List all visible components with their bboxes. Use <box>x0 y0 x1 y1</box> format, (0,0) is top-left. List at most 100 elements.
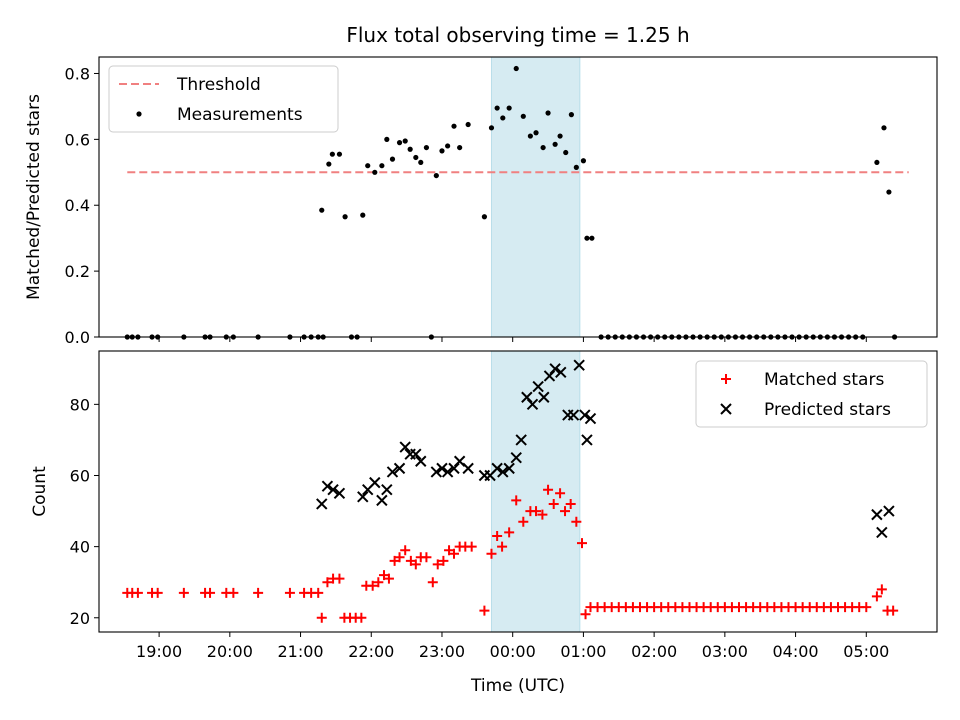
data-point <box>439 148 445 154</box>
data-point <box>423 144 430 151</box>
predicted-point <box>410 448 422 460</box>
predicted-point <box>357 491 369 503</box>
matched-point <box>152 587 163 598</box>
predicted-point <box>369 476 381 489</box>
matched-point <box>132 587 143 598</box>
x-tick-label: 20:00 <box>207 642 253 661</box>
predicted-point <box>316 498 328 510</box>
y-tick-label: 0.8 <box>65 64 90 83</box>
y-tick-label: 60 <box>70 466 90 485</box>
predicted-point <box>526 398 539 411</box>
series-matched-stars <box>122 484 899 623</box>
data-point <box>407 146 413 152</box>
top-legend: Threshold Measurements <box>108 65 339 133</box>
x-tick-label: 21:00 <box>277 642 323 661</box>
predicted-point <box>871 508 883 521</box>
top-y-axis-label: Matched/Predicted stars <box>24 94 44 300</box>
top-panel: 0.0 0.2 0.4 0.6 0.8 Flux total observing tim… <box>24 23 938 347</box>
bottom-x-axis: 19:00 20:00 21:00 22:00 23:00 00:00 01:00 02:00… <box>136 632 889 661</box>
matched-point <box>410 559 421 570</box>
x-tick-label: 05:00 <box>843 642 889 661</box>
matched-point <box>334 573 345 584</box>
matched-point <box>548 498 559 509</box>
data-point <box>384 136 390 142</box>
data-point <box>886 189 892 195</box>
data-point <box>481 214 488 220</box>
data-point <box>573 164 579 170</box>
matched-point <box>518 516 529 527</box>
predicted-point <box>491 462 503 475</box>
data-point <box>336 151 343 157</box>
predicted-point <box>515 434 527 446</box>
matched-point <box>511 495 522 506</box>
data-point <box>881 125 887 131</box>
matched-point <box>576 538 587 549</box>
predicted-point <box>333 487 346 499</box>
x-tick-label: 02:00 <box>631 642 677 661</box>
matched-point <box>497 541 508 552</box>
data-point <box>874 159 880 166</box>
predicted-point <box>448 462 460 475</box>
predicted-point <box>376 494 388 507</box>
predicted-point <box>386 466 399 478</box>
predicted-point <box>549 363 561 375</box>
data-point <box>552 141 558 147</box>
data-point <box>488 125 495 131</box>
predicted-point <box>538 391 550 403</box>
x-axis-label: Time (UTC) <box>470 676 565 696</box>
y-tick-label: 0.4 <box>65 196 90 215</box>
data-point <box>389 156 396 162</box>
legend-label: Predicted stars <box>764 400 891 420</box>
data-point <box>465 121 471 128</box>
data-point <box>580 158 587 164</box>
data-point <box>342 214 348 220</box>
matched-point <box>421 552 432 563</box>
matched-point <box>367 580 378 591</box>
data-point <box>372 169 378 175</box>
legend-swatch <box>136 111 142 117</box>
predicted-point <box>381 484 393 496</box>
legend-label: Measurements <box>177 105 303 125</box>
data-point <box>533 130 539 136</box>
data-point <box>500 115 506 121</box>
predicted-point <box>503 462 515 475</box>
data-point <box>457 144 463 151</box>
matched-point <box>449 548 460 559</box>
y-tick-label: 80 <box>70 395 90 414</box>
x-tick-label: 03:00 <box>702 642 748 661</box>
matched-point <box>565 498 576 509</box>
data-point <box>568 112 574 118</box>
matched-point <box>313 587 324 598</box>
data-point <box>365 163 371 169</box>
data-point <box>527 133 533 139</box>
predicted-point <box>430 466 443 478</box>
predicted-point <box>462 462 474 475</box>
data-point <box>563 149 569 156</box>
data-point <box>396 140 403 146</box>
matched-point <box>356 612 367 623</box>
bottom-y-axis-label: Count <box>30 466 50 517</box>
legend-swatch <box>721 374 731 384</box>
matched-point <box>205 587 216 598</box>
y-tick-label: 40 <box>70 538 90 557</box>
predicted-point <box>584 412 597 425</box>
bottom-y-axis: 20 40 60 80 <box>70 395 99 628</box>
predicted-point <box>510 452 522 464</box>
matched-point <box>284 587 295 598</box>
matched-point <box>492 530 503 541</box>
matched-point <box>228 587 239 598</box>
data-point <box>402 138 408 144</box>
matched-point <box>555 488 566 499</box>
series-predicted-stars <box>316 359 895 539</box>
bottom-panel: 20 40 60 80 19:00 20:00 21:00 22:00 23:00 00:00 0… <box>30 350 938 696</box>
matched-point <box>253 587 264 598</box>
bottom-legend: Matched stars Predicted stars <box>695 360 928 428</box>
predicted-point <box>321 480 334 492</box>
matched-point <box>871 591 882 602</box>
matched-point <box>876 584 887 595</box>
data-point <box>319 207 325 213</box>
legend-box <box>695 360 928 428</box>
matched-point <box>479 605 490 616</box>
x-tick-label: 23:00 <box>419 642 465 661</box>
